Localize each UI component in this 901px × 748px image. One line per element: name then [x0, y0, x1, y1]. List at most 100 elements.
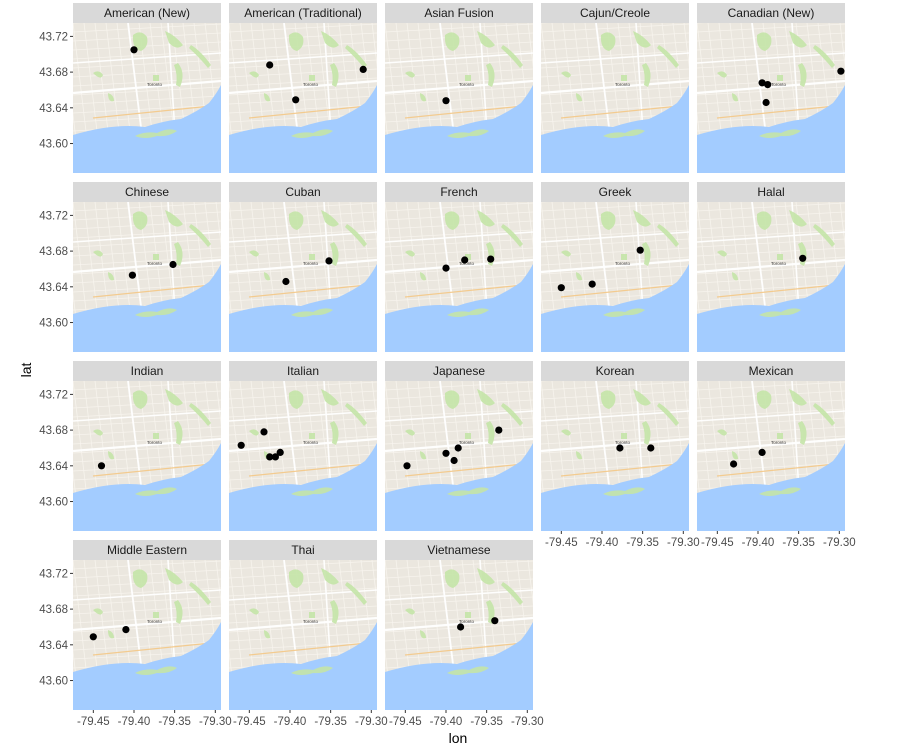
data-point — [758, 79, 766, 87]
facet-strip — [697, 182, 845, 202]
data-point — [122, 626, 130, 634]
data-point — [764, 81, 772, 89]
facet-panel: Thai — [229, 540, 377, 710]
data-point — [237, 441, 245, 449]
facet-strip-label: Italian — [287, 364, 319, 378]
facet-panel: Italian — [229, 361, 377, 531]
x-tick-label: -79.45 — [389, 716, 422, 728]
facet-panels: American (New) American (Traditional) Asia… — [73, 3, 845, 710]
y-axes: 43.60 43.64 43.68 43.72 43.60 43.64 43.68 43.72… — [39, 31, 73, 688]
facet-strip — [385, 3, 533, 23]
facet-strip — [73, 182, 221, 202]
data-point — [636, 246, 644, 254]
x-tick-label: -79.40 — [586, 537, 619, 549]
facet-panel: Asian Fusion — [385, 3, 533, 173]
facet-panel: Indian — [73, 361, 221, 531]
facet-strip — [229, 540, 377, 560]
data-point — [616, 444, 624, 452]
x-tick-label: -79.35 — [470, 716, 503, 728]
map-background — [385, 23, 533, 173]
facet-strip-label: Cuban — [285, 185, 320, 199]
y-tick-label: 43.68 — [39, 246, 68, 258]
map-background — [541, 23, 689, 173]
data-point — [491, 617, 499, 625]
data-point — [292, 96, 300, 104]
data-point — [799, 254, 807, 262]
map-background — [73, 381, 221, 531]
facet-strip-label: Korean — [596, 364, 635, 378]
x-tick-label: -79.40 — [274, 716, 307, 728]
data-point — [169, 260, 177, 269]
data-point — [266, 61, 274, 69]
facet-strip — [697, 361, 845, 381]
facet-strip — [229, 3, 377, 23]
map-background — [697, 23, 845, 173]
y-tick-label: 43.60 — [39, 139, 68, 151]
data-point — [837, 67, 845, 75]
map-background — [541, 381, 689, 531]
data-point — [403, 462, 411, 470]
facet-strip — [73, 361, 221, 381]
x-tick-label: -79.30 — [355, 716, 388, 728]
y-tick-label: 43.64 — [39, 282, 68, 294]
data-point — [260, 428, 268, 436]
map-background — [697, 202, 845, 352]
facet-strip-label: Chinese — [125, 185, 169, 199]
facet-strip-label: Canadian (New) — [728, 6, 815, 20]
x-axes: -79.45 -79.40 -79.35 -79.30 -79.45 -79.40 -79.… — [77, 531, 856, 728]
map-background — [229, 23, 377, 173]
y-tick-label: 43.72 — [39, 389, 68, 401]
map-background — [73, 202, 221, 352]
x-tick-label: -79.45 — [233, 716, 266, 728]
data-point — [461, 256, 469, 264]
facet-strip — [385, 182, 533, 202]
map-background — [697, 381, 845, 531]
facet-strip-label: Vietnamese — [427, 543, 490, 557]
y-tick-label: 43.60 — [39, 497, 68, 509]
data-point — [128, 271, 136, 279]
facet-strip — [541, 3, 689, 23]
x-tick-label: -79.35 — [314, 716, 347, 728]
x-tick-label: -79.40 — [118, 716, 151, 728]
facet-panel: Japanese — [385, 361, 533, 531]
x-tick-label: -79.35 — [782, 537, 815, 549]
facet-strip-label: French — [440, 185, 477, 199]
facet-strip-label: Japanese — [433, 364, 485, 378]
facet-strip-label: Mexican — [749, 364, 794, 378]
map-background — [385, 202, 533, 352]
y-tick-label: 43.60 — [39, 676, 68, 688]
facet-panel: Halal — [697, 182, 845, 352]
x-tick-label: -79.35 — [158, 716, 191, 728]
y-tick-label: 43.72 — [39, 31, 68, 43]
facet-panel: Middle Eastern — [73, 540, 221, 710]
facet-panel: American (New) — [73, 3, 221, 173]
facet-strip-label: American (Traditional) — [244, 6, 362, 20]
y-tick-label: 43.60 — [39, 318, 68, 330]
data-point — [647, 444, 655, 452]
facet-panel: Vietnamese — [385, 540, 533, 710]
data-point — [758, 448, 766, 456]
data-point — [487, 255, 495, 263]
facet-panel: Cajun/Creole — [541, 3, 689, 173]
data-point — [457, 623, 465, 631]
facet-panel: Greek — [541, 182, 689, 352]
x-tick-label: -79.45 — [77, 716, 110, 728]
data-point — [762, 98, 770, 107]
data-point — [325, 257, 333, 265]
data-point — [454, 444, 462, 452]
facet-panel: Chinese — [73, 182, 221, 352]
data-point — [588, 280, 596, 288]
y-tick-label: 43.68 — [39, 604, 68, 616]
facet-strip — [229, 182, 377, 202]
facet-strip-label: Cajun/Creole — [580, 6, 650, 20]
data-point — [450, 456, 458, 465]
x-tick-label: -79.30 — [667, 537, 700, 549]
facet-panel: Cuban — [229, 182, 377, 352]
x-tick-label: -79.30 — [199, 716, 232, 728]
data-point — [130, 46, 138, 54]
x-tick-label: -79.40 — [742, 537, 775, 549]
data-point — [442, 97, 450, 105]
facet-panel: Mexican — [697, 361, 845, 531]
facet-strip — [697, 3, 845, 23]
